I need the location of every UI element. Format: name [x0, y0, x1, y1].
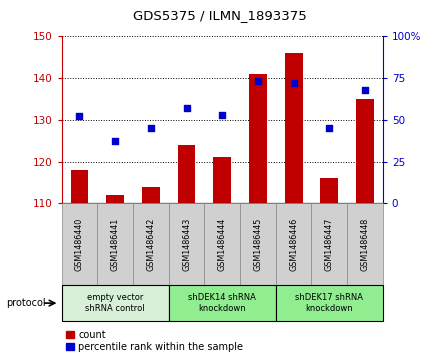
- Point: [326, 125, 333, 131]
- Point: [361, 87, 368, 93]
- Point: [219, 112, 226, 118]
- Text: shDEK17 shRNA
knockdown: shDEK17 shRNA knockdown: [295, 293, 363, 313]
- Bar: [106, 195, 124, 203]
- Bar: [320, 178, 338, 203]
- Point: [76, 114, 83, 119]
- Text: GSM1486444: GSM1486444: [218, 217, 227, 271]
- Bar: [142, 187, 160, 203]
- Bar: [285, 53, 303, 203]
- Legend: count, percentile rank within the sample: count, percentile rank within the sample: [66, 330, 243, 352]
- Text: GSM1486441: GSM1486441: [110, 217, 120, 271]
- Text: shDEK14 shRNA
knockdown: shDEK14 shRNA knockdown: [188, 293, 256, 313]
- Bar: [213, 158, 231, 203]
- Point: [254, 78, 261, 84]
- Point: [112, 139, 119, 144]
- Bar: [70, 170, 88, 203]
- Text: GSM1486443: GSM1486443: [182, 217, 191, 271]
- Text: GDS5375 / ILMN_1893375: GDS5375 / ILMN_1893375: [133, 9, 307, 22]
- Text: GSM1486442: GSM1486442: [147, 217, 155, 271]
- Text: empty vector
shRNA control: empty vector shRNA control: [85, 293, 145, 313]
- Point: [183, 105, 190, 111]
- Text: GSM1486447: GSM1486447: [325, 217, 334, 271]
- Bar: [178, 145, 195, 203]
- Point: [290, 80, 297, 86]
- Text: GSM1486445: GSM1486445: [253, 217, 262, 271]
- Text: GSM1486440: GSM1486440: [75, 217, 84, 271]
- Bar: [356, 99, 374, 203]
- Text: protocol: protocol: [7, 298, 46, 308]
- Text: GSM1486446: GSM1486446: [289, 217, 298, 271]
- Point: [147, 125, 154, 131]
- Text: GSM1486448: GSM1486448: [360, 217, 370, 271]
- Bar: [249, 74, 267, 203]
